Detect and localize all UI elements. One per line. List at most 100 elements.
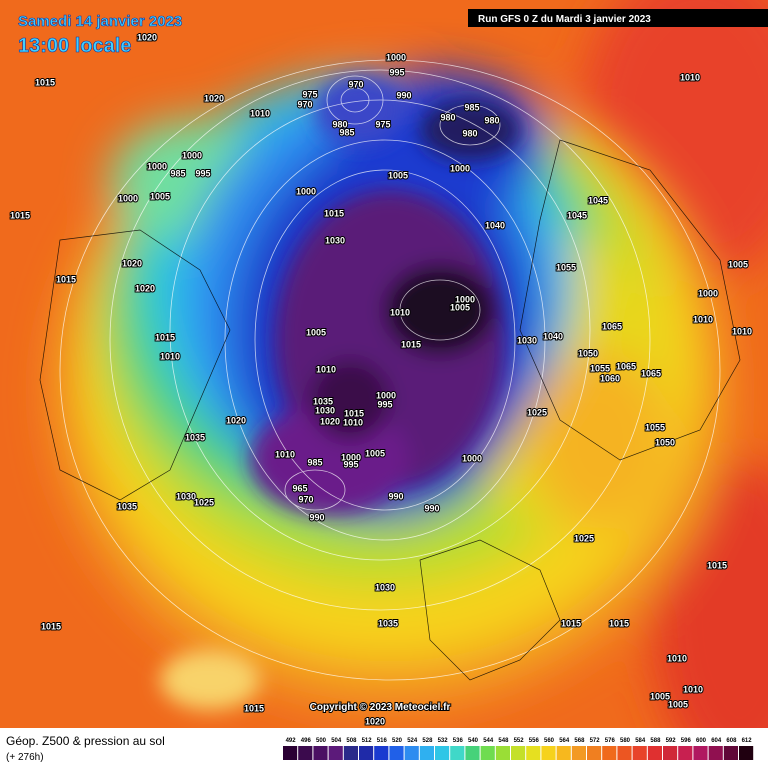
isobar-label: 1030 bbox=[325, 235, 345, 245]
color-swatch bbox=[283, 746, 298, 760]
isobar-labels: 1020101510201010975970970975980985100099… bbox=[9, 31, 753, 727]
scale-tick-label: 528 bbox=[422, 738, 433, 744]
isobar-label: 1015 bbox=[609, 618, 629, 628]
color-swatch bbox=[435, 746, 450, 760]
isobar-label: 1020 bbox=[320, 416, 340, 426]
isobar-label: 1030 bbox=[375, 582, 395, 592]
isobar-label: 1000 bbox=[296, 186, 316, 196]
isobar-label: 975 bbox=[302, 89, 317, 99]
isobar-label: 1000 bbox=[118, 193, 138, 203]
isobar-label: 1000 bbox=[376, 390, 396, 400]
isobar-label: 1005 bbox=[728, 259, 748, 269]
scale-tick-label: 516 bbox=[377, 738, 388, 744]
scale-tick-label: 492 bbox=[286, 738, 297, 744]
isobar-label: 1060 bbox=[600, 373, 620, 383]
isobar-label: 975 bbox=[375, 119, 390, 129]
isobar-label: 1005 bbox=[450, 302, 470, 312]
isobar-label: 1010 bbox=[316, 364, 336, 374]
isobar-label: 1050 bbox=[578, 348, 598, 358]
scale-tick-label: 544 bbox=[483, 738, 494, 744]
isobar-label: 1015 bbox=[324, 208, 344, 218]
isobar-label: 1055 bbox=[590, 363, 610, 373]
color-swatch bbox=[374, 746, 389, 760]
isobar-label: 1065 bbox=[616, 361, 636, 371]
color-swatch bbox=[693, 746, 708, 760]
valid-date: Samedi 14 janvier 2023 bbox=[18, 13, 182, 30]
scale-tick-label: 508 bbox=[346, 738, 357, 744]
isobar-label: 1025 bbox=[527, 407, 547, 417]
isobar-label: 1010 bbox=[250, 108, 270, 118]
color-swatch bbox=[571, 746, 586, 760]
color-swatch bbox=[404, 746, 419, 760]
isobar-label: 990 bbox=[424, 503, 439, 513]
isobar-label: 995 bbox=[195, 168, 210, 178]
color-swatch bbox=[480, 746, 495, 760]
isobar-label: 1030 bbox=[176, 491, 196, 501]
legend-lead: (+ 276h) bbox=[6, 752, 44, 763]
isobar-label: 980 bbox=[332, 119, 347, 129]
isobar-label: 1000 bbox=[147, 161, 167, 171]
color-swatch bbox=[313, 746, 328, 760]
isobar-label: 1010 bbox=[680, 72, 700, 82]
scale-tick-label: 592 bbox=[666, 738, 677, 744]
isobar-label: 1010 bbox=[390, 307, 410, 317]
scale-tick-label: 596 bbox=[681, 738, 692, 744]
scale-tick-label: 504 bbox=[331, 738, 342, 744]
scale-tick-label: 548 bbox=[498, 738, 509, 744]
copyright: Copyright © 2023 Meteociel.fr bbox=[310, 702, 451, 713]
color-swatch bbox=[723, 746, 738, 760]
isobar-label: 1065 bbox=[602, 321, 622, 331]
color-swatch bbox=[556, 746, 571, 760]
isobar-label: 1030 bbox=[517, 335, 537, 345]
isobar-label: 1035 bbox=[313, 396, 333, 406]
isobar-label: 1045 bbox=[567, 210, 587, 220]
isobar-label: 970 bbox=[348, 79, 363, 89]
isobar-label: 995 bbox=[343, 459, 358, 469]
color-swatch bbox=[298, 746, 313, 760]
isobar-label: 980 bbox=[484, 115, 499, 125]
isobar-label: 1020 bbox=[122, 258, 142, 268]
color-swatch bbox=[602, 746, 617, 760]
isobar-label: 1020 bbox=[365, 716, 385, 726]
isobar-label: 1005 bbox=[388, 170, 408, 180]
scale-tick-label: 496 bbox=[301, 738, 312, 744]
isobar-label: 970 bbox=[298, 494, 313, 504]
scale-tick-label: 520 bbox=[392, 738, 403, 744]
isobar-label: 1015 bbox=[244, 703, 264, 713]
isobar-label: 1000 bbox=[462, 453, 482, 463]
isobar-label: 1000 bbox=[455, 294, 475, 304]
color-swatch bbox=[343, 746, 358, 760]
isobar-label: 1000 bbox=[386, 52, 406, 62]
isobar-label: 990 bbox=[396, 90, 411, 100]
color-swatch bbox=[739, 746, 754, 760]
scale-tick-label: 524 bbox=[407, 738, 418, 744]
isobar-label: 1035 bbox=[378, 618, 398, 628]
scale-tick-label: 540 bbox=[468, 738, 479, 744]
isobar-label: 990 bbox=[309, 512, 324, 522]
isobar-label: 1005 bbox=[365, 448, 385, 458]
isobar-label: 1010 bbox=[275, 449, 295, 459]
isobar-label: 1000 bbox=[341, 452, 361, 462]
isobar-label: 1025 bbox=[194, 497, 214, 507]
valid-time: 13:00 locale bbox=[18, 35, 131, 57]
isobar-label: 1030 bbox=[315, 405, 335, 415]
color-swatch bbox=[632, 746, 647, 760]
isobar-label: 1000 bbox=[182, 150, 202, 160]
isobar-label: 1010 bbox=[732, 326, 752, 336]
isobar-label: 965 bbox=[292, 483, 307, 493]
color-swatch bbox=[678, 746, 693, 760]
isobar-label: 985 bbox=[464, 102, 479, 112]
scale-tick-label: 572 bbox=[590, 738, 601, 744]
isobar-label: 1005 bbox=[306, 327, 326, 337]
isobar-label: 1055 bbox=[645, 422, 665, 432]
isobar-label: 1010 bbox=[693, 314, 713, 324]
isobar-label: 1035 bbox=[185, 432, 205, 442]
isobar-label: 1055 bbox=[556, 262, 576, 272]
color-swatch bbox=[511, 746, 526, 760]
isobar-label: 1010 bbox=[667, 653, 687, 663]
isobar-label: 1010 bbox=[683, 684, 703, 694]
scale-tick-label: 604 bbox=[711, 738, 722, 744]
scale-tick-label: 564 bbox=[559, 738, 570, 744]
isobar-label: 1020 bbox=[226, 415, 246, 425]
isobar-label: 995 bbox=[389, 67, 404, 77]
